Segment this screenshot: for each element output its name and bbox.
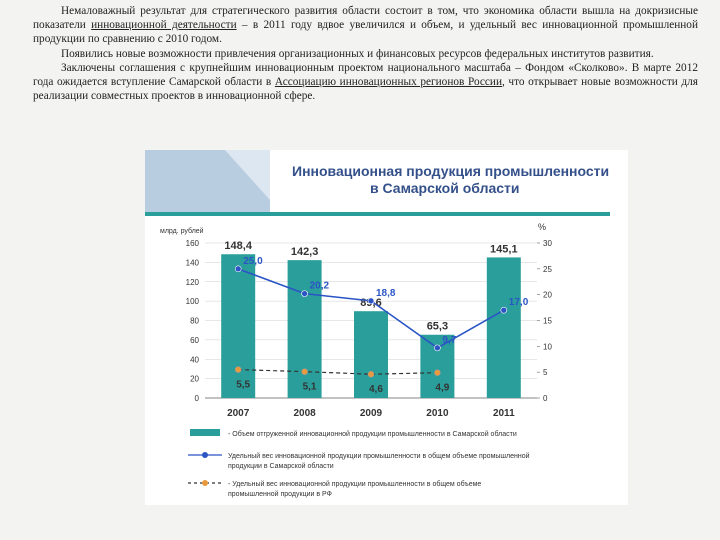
bar-label: 148,4 — [224, 240, 252, 252]
y-tick-label: 20 — [190, 375, 199, 384]
y-tick-label: 100 — [186, 297, 200, 306]
y-tick-label: 140 — [186, 258, 200, 267]
text-run: Появились новые возможности привлечения … — [61, 47, 654, 60]
link-text: Ассоциацию инновационных регионов России — [274, 76, 502, 89]
header-decor — [225, 150, 270, 200]
body-text: Немаловажный результат для стратегическо… — [33, 4, 698, 103]
y2-tick-label: 5 — [543, 368, 548, 377]
point-label: 25,0 — [243, 256, 263, 267]
bar-label: 65,3 — [427, 321, 448, 333]
chart-title: Инновационная продукция промышленности в … — [292, 163, 609, 196]
x-tick-label: 2008 — [293, 408, 316, 419]
point-label: 20,2 — [310, 281, 330, 292]
y-tick-label: 160 — [186, 239, 200, 248]
legend-line-1: - Удельный вес инновационной продукции п… — [228, 480, 481, 488]
bar — [486, 257, 521, 398]
point — [234, 366, 242, 373]
point — [500, 306, 508, 314]
point — [434, 344, 441, 352]
point — [234, 265, 242, 273]
point-label: 17,0 — [509, 297, 529, 308]
title-line: в Самарской области — [370, 180, 520, 196]
paragraph: Появились новые возможности привлечения … — [33, 47, 698, 61]
legend-label: - Удельный вес инновационной продукции п… — [228, 480, 481, 498]
legend-marker — [202, 480, 208, 486]
legend-label: Удельный вес инновационной продукции про… — [228, 452, 530, 470]
legend-line-2: промышленной продукции в РФ — [228, 490, 332, 498]
point-label: 9,7 — [442, 335, 456, 346]
y-tick-label: 0 — [195, 394, 200, 403]
x-tick-label: 2007 — [227, 408, 250, 419]
y2-tick-label: 10 — [543, 342, 552, 351]
bar-label: 142,3 — [291, 246, 319, 258]
x-tick-label: 2009 — [360, 408, 383, 419]
point-label: 5,1 — [303, 382, 317, 393]
legend-line-1: Удельный вес инновационной продукции про… — [228, 452, 530, 460]
y2-tick-label: 0 — [543, 394, 548, 403]
y-tick-label: 80 — [190, 317, 199, 326]
point — [301, 290, 308, 297]
point-label: 5,5 — [236, 380, 250, 391]
link-text: инновационной деятельности — [91, 19, 237, 32]
y2-tick-label: 30 — [543, 239, 552, 248]
dashed-line — [238, 368, 438, 375]
y-axis-label: млрд. рублей — [160, 227, 204, 235]
point-label: 4,6 — [369, 384, 383, 395]
header-rule — [145, 212, 610, 216]
x-tick-label: 2010 — [426, 408, 449, 419]
y-tick-label: 60 — [190, 336, 199, 345]
point — [434, 369, 441, 376]
bar — [287, 260, 322, 398]
y-tick-label: 120 — [186, 278, 200, 287]
point — [301, 368, 308, 375]
y2-tick-label: 25 — [543, 265, 552, 274]
point — [367, 370, 375, 378]
point-label: 4,9 — [435, 383, 449, 394]
bar-label: 145,1 — [490, 243, 518, 255]
bar — [354, 311, 388, 398]
legend-label: - Объем отгруженной инновационной продук… — [228, 430, 517, 438]
y2-tick-label: 15 — [543, 317, 552, 326]
legend-swatch — [190, 429, 220, 436]
paragraph: Заключены соглашения с крупнейшим иннова… — [33, 61, 698, 104]
y2-tick-label: 20 — [543, 291, 552, 300]
legend-line-2: продукции в Самарской области — [228, 462, 334, 470]
text-run: – в 2011 году вдвое увеличился и объем, … — [33, 19, 698, 46]
title-line: Инновационная продукция промышленности — [292, 163, 609, 179]
y2-axis-label: % — [538, 222, 546, 232]
bar — [221, 254, 256, 398]
text-run: Заключены соглашения с крупнейшим иннова… — [33, 61, 698, 89]
text-run: , что открывает новые возможности для ре… — [33, 76, 698, 103]
x-tick-label: 2011 — [493, 408, 515, 419]
paragraph: Немаловажный результат для стратегическо… — [33, 4, 698, 47]
point-label: 18,8 — [376, 288, 396, 299]
legend-marker — [202, 452, 208, 458]
y-tick-label: 40 — [190, 355, 199, 364]
point — [367, 297, 375, 305]
text-run: Немаловажный результат для стратегическо… — [33, 5, 698, 32]
